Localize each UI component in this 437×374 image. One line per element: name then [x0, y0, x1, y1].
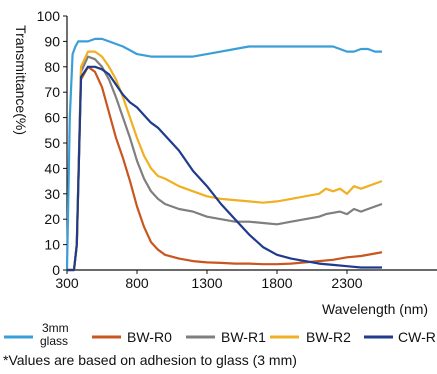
y-tick-label: 70	[44, 84, 60, 100]
legend-label-bw-r0: BW-R0	[127, 329, 172, 345]
y-tick-label: 10	[44, 237, 60, 253]
legend-item-bw-r0: BW-R0	[92, 329, 172, 345]
y-tick-label: 40	[44, 160, 60, 176]
x-tick-label: 300	[55, 275, 79, 291]
legend-label-bw-r2: BW-R2	[306, 329, 351, 345]
series-line-cw-r	[67, 65, 382, 272]
y-tick-label: 0	[52, 262, 60, 278]
plot-area	[65, 16, 437, 272]
transmittance-chart: 0 10 20 30 40 50 60 70 80 90 100 300 800 1300 1800 230…	[13, 8, 437, 317]
y-tick-label: 90	[44, 33, 60, 49]
legend-label-cw-r: CW-R	[398, 329, 436, 345]
legend-item-3mm-glass: 3mm glass	[4, 321, 69, 348]
y-tick-label: 100	[37, 8, 61, 24]
x-tick-label: 2300	[331, 275, 362, 291]
x-axis-ticks: 300 800 1300 1800 2300	[55, 270, 363, 291]
footnote: *Values are based on adhesion to glass (…	[3, 352, 297, 368]
legend-item-bw-r2: BW-R2	[270, 329, 351, 345]
legend: 3mm glass BW-R0 BW-R1 BW-R2 CW-R	[4, 321, 436, 348]
y-tick-label: 30	[44, 186, 60, 202]
series-line-bw-r0	[67, 65, 383, 272]
legend-label-3mm: 3mm	[42, 321, 69, 335]
y-tick-label: 60	[44, 110, 60, 126]
x-tick-label: 1300	[191, 275, 222, 291]
series-line-bw-r1	[67, 55, 383, 272]
y-tick-label: 20	[44, 211, 60, 227]
y-axis-ticks: 0 10 20 30 40 50 60 70 80 90 100	[37, 8, 67, 278]
x-axis-label: Wavelength (nm)	[322, 301, 428, 317]
y-axis-label: Transmittance(%)	[13, 25, 29, 135]
y-tick-label: 80	[44, 59, 60, 75]
legend-item-cw-r: CW-R	[364, 329, 436, 345]
x-tick-label: 1800	[261, 275, 292, 291]
series-line-3mm-glass	[65, 37, 382, 271]
legend-item-bw-r1: BW-R1	[186, 329, 266, 345]
x-tick-label: 800	[125, 275, 149, 291]
y-tick-label: 50	[44, 135, 60, 151]
legend-label-glass: glass	[40, 334, 68, 348]
legend-label-bw-r1: BW-R1	[221, 329, 266, 345]
series-line-bw-r2	[67, 50, 383, 272]
